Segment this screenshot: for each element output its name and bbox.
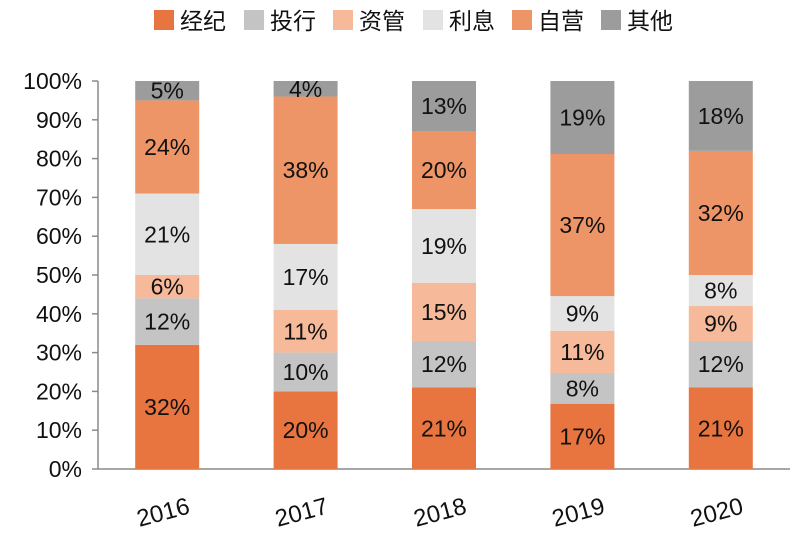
bar-value-label: 37%	[559, 212, 605, 238]
bars: 32% 12% 6% 21% 24% 5% 20% 10% 11% 17% 38% 4% 21% 12% 1…	[135, 76, 753, 469]
bar-segment	[688, 387, 753, 469]
bar-segment	[135, 275, 200, 299]
bar-value-label: 38%	[283, 157, 329, 183]
bar-stack-2020: 21% 12% 9% 8% 32% 18%	[688, 81, 753, 469]
bar-value-label: 17%	[559, 423, 605, 449]
y-tick-label: 0%	[49, 456, 82, 482]
legend-swatch-0	[154, 10, 174, 30]
legend-label-5: 其他	[627, 9, 673, 35]
legend-label-4: 自营	[538, 9, 584, 35]
bar-segment	[550, 296, 615, 331]
bar-value-label: 21%	[144, 221, 190, 247]
bar-segment	[412, 209, 476, 283]
bar-segment	[273, 81, 338, 97]
bar-stack-2019: 17% 8% 11% 9% 37% 19%	[550, 81, 615, 469]
bar-value-label: 12%	[698, 351, 744, 377]
y-tick-label: 40%	[36, 301, 82, 327]
bar-segment	[412, 131, 476, 210]
bar-value-label: 19%	[559, 104, 605, 130]
y-tick-label: 80%	[36, 146, 82, 172]
bar-segment	[273, 391, 338, 469]
bar-value-label: 12%	[144, 309, 190, 335]
x-tick-label: 2020	[688, 493, 747, 533]
legend-swatch-1	[244, 10, 264, 30]
bar-value-label: 24%	[144, 134, 190, 160]
y-tick-label: 50%	[36, 262, 82, 288]
bar-value-label: 8%	[704, 278, 737, 304]
bar-segment	[412, 282, 476, 341]
bar-value-label: 11%	[560, 339, 604, 365]
bar-segment	[135, 298, 200, 345]
x-tick-label: 2017	[272, 493, 331, 533]
bar-value-label: 8%	[566, 375, 599, 401]
bar-segment	[273, 309, 338, 353]
bar-segment	[135, 193, 200, 275]
bar-value-label: 32%	[698, 200, 744, 226]
y-tick-label: 30%	[36, 340, 82, 366]
bar-segment	[135, 100, 200, 194]
bar-value-label: 5%	[151, 78, 184, 104]
legend-swatch-3	[423, 10, 443, 30]
x-axis: 2016 2017 2018 2019 2020	[98, 468, 790, 533]
bar-segment	[688, 340, 753, 388]
bar-segment	[550, 81, 615, 154]
bar-segment	[688, 275, 753, 307]
bar-segment	[412, 387, 476, 469]
legend-label-3: 利息	[449, 9, 495, 35]
bar-value-label: 17%	[283, 264, 329, 290]
bar-segment	[412, 81, 476, 132]
x-tick-label: 2019	[549, 493, 608, 533]
x-tick-label: 2016	[134, 493, 193, 533]
bar-value-label: 21%	[698, 415, 744, 441]
bar-segment	[688, 81, 753, 151]
legend-swatch-2	[333, 10, 353, 30]
legend-label-1: 投行	[270, 9, 316, 35]
legend-swatch-4	[512, 10, 532, 30]
legend-label-0: 经纪	[180, 9, 226, 35]
bar-segment	[273, 352, 338, 392]
bar-segment	[550, 330, 615, 373]
y-tick-label: 10%	[36, 417, 82, 443]
bar-segment	[688, 306, 753, 341]
bar-stack-2018: 21% 12% 15% 19% 20% 13%	[412, 81, 476, 469]
bar-value-label: 19%	[421, 233, 467, 259]
bar-stack-2016: 32% 12% 6% 21% 24% 5%	[135, 78, 200, 469]
bar-segment	[273, 96, 338, 244]
y-axis: 0% 10% 20% 30% 40% 50% 60% 70% 80% 90% 100%	[23, 68, 99, 482]
y-tick-label: 90%	[36, 107, 82, 133]
legend-swatch-5	[601, 10, 621, 30]
bar-segment	[550, 372, 615, 404]
bar-value-label: 20%	[421, 157, 467, 183]
bar-value-label: 9%	[566, 300, 599, 326]
bar-segment	[412, 340, 476, 388]
bar-value-label: 15%	[421, 299, 467, 325]
bar-value-label: 11%	[283, 318, 327, 344]
bar-value-label: 10%	[283, 359, 329, 385]
bar-value-label: 4%	[289, 76, 322, 102]
bar-value-label: 12%	[421, 351, 467, 377]
bar-value-label: 20%	[283, 417, 329, 443]
bar-value-label: 9%	[704, 311, 737, 337]
bar-segment	[550, 403, 615, 469]
legend: 经纪 投行 资管 利息 自营 其他	[154, 9, 673, 35]
legend-label-2: 资管	[359, 9, 405, 35]
bar-segment	[688, 150, 753, 275]
bar-segment	[135, 344, 200, 469]
y-tick-label: 20%	[36, 378, 82, 404]
bar-value-label: 13%	[421, 93, 467, 119]
bar-segment	[135, 81, 200, 101]
y-tick-label: 70%	[36, 184, 82, 210]
y-tick-label: 100%	[23, 68, 82, 94]
bar-value-label: 21%	[421, 415, 467, 441]
bar-value-label: 32%	[144, 394, 190, 420]
bar-value-label: 18%	[698, 103, 744, 129]
bar-segment	[273, 243, 338, 310]
bar-segment	[550, 153, 615, 297]
y-tick-label: 60%	[36, 223, 82, 249]
bar-stack-2017: 20% 10% 11% 17% 38% 4%	[273, 76, 338, 469]
bar-value-label: 6%	[151, 274, 184, 300]
x-tick-label: 2018	[411, 493, 470, 533]
